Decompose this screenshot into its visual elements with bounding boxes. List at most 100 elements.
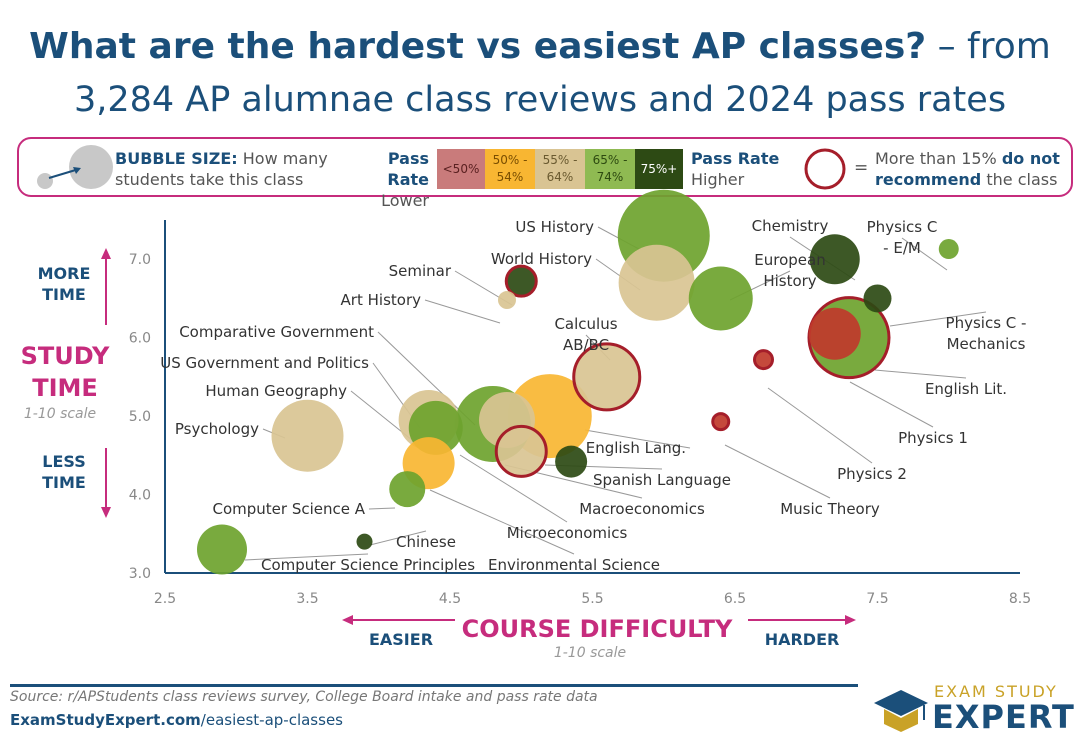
pass-rate-lower-text: Lower xyxy=(381,191,429,210)
bubble-chemistry xyxy=(809,234,860,285)
leader-line-6 xyxy=(874,369,967,379)
bubble-label-chemistry: Chemistry xyxy=(752,217,829,235)
bubble-label-physics-1: Physics 1 xyxy=(898,429,968,447)
brand-logo: EXAM STUDY EXPERT xyxy=(872,682,1075,742)
x-tick-label-5: 7.5 xyxy=(866,591,888,607)
bubble-label-physics-c-mechanics-2: Mechanics xyxy=(947,335,1026,353)
less-time-label-2: TIME xyxy=(42,473,86,492)
pass-rate-higher: Pass Rate Higher xyxy=(691,148,779,190)
y-tick-label-2: 5.0 xyxy=(129,409,151,425)
bubble-size-text-2: students take this class xyxy=(115,170,304,189)
x-tick-label-0: 2.5 xyxy=(154,591,176,607)
bubble-label-us-history: US History xyxy=(515,218,594,236)
leader-line-19 xyxy=(459,454,568,523)
easier-arrow-head xyxy=(342,615,353,625)
bubble-physics-c-mechanics xyxy=(863,284,892,313)
y-down-arrow-head xyxy=(101,507,111,518)
site-link[interactable]: ExamStudyExpert.com/easiest-ap-classes xyxy=(10,711,343,729)
footer-divider xyxy=(10,684,858,687)
x-axis-title: COURSE DIFFICULTY xyxy=(462,615,733,643)
x-tick-label-6: 8.5 xyxy=(1009,591,1031,607)
bubble-world-history xyxy=(618,244,695,321)
bubble-label-european-history-1: European xyxy=(754,251,825,269)
leader-line-9 xyxy=(724,444,831,499)
leader-line-21 xyxy=(368,507,396,510)
bubble-spanish-language xyxy=(555,445,588,478)
leader-line-23 xyxy=(369,530,427,546)
site-domain: ExamStudyExpert.com xyxy=(10,711,201,729)
leader-line-22 xyxy=(429,489,575,555)
logo-main-text: EXPERT xyxy=(932,698,1075,736)
bubble-label-european-history-2: History xyxy=(763,272,816,290)
bubble-label-physics-2: Physics 2 xyxy=(837,465,907,483)
bubble-seminar xyxy=(504,264,538,298)
legend-box: BUBBLE SIZE: How many students take this… xyxy=(17,137,1073,210)
x-tick-label-4: 6.5 xyxy=(724,591,746,607)
leader-line-5 xyxy=(889,311,987,327)
bubble-art-history xyxy=(498,291,516,310)
logo-top-text: EXAM STUDY xyxy=(934,682,1058,701)
y-tick-label-0: 3.0 xyxy=(129,566,151,582)
bubble-macroeconomics xyxy=(494,424,548,478)
easier-label: EASIER xyxy=(369,630,433,649)
leader-line-7 xyxy=(849,381,934,428)
bubble-calculus-ab-bc xyxy=(572,342,642,412)
not-recommend-ring-icon xyxy=(804,148,846,190)
bubble-european-history xyxy=(688,266,753,331)
site-path: /easiest-ap-classes xyxy=(200,711,343,729)
recommend-text-1b: do not xyxy=(1001,149,1060,168)
swatch-bin-4: 75%+ xyxy=(635,149,683,189)
bubble-psychology xyxy=(271,399,344,472)
bubble-size-text: BUBBLE SIZE: How many students take this… xyxy=(115,148,328,190)
y-axis-subtitle: 1-10 scale xyxy=(24,406,96,422)
bubble-label-macroeconomics: Macroeconomics xyxy=(579,500,705,518)
bubble-computer-science-principles xyxy=(197,524,247,575)
more-time-label-1: MORE xyxy=(38,264,91,283)
x-tick-label-2: 4.5 xyxy=(439,591,461,607)
y-tick-label-3: 6.0 xyxy=(129,331,151,347)
y-up-arrow-head xyxy=(101,248,111,259)
recommend-text-1a: More than 15% xyxy=(875,149,1002,168)
bubble-size-text-1: How many xyxy=(237,149,328,168)
bubble-label-human-geography: Human Geography xyxy=(205,382,347,400)
recommend-text-2b: the class xyxy=(981,170,1058,189)
bubble-label-comparative-government: Comparative Government xyxy=(179,323,374,341)
harder-label: HARDER xyxy=(765,630,840,649)
leader-line-8 xyxy=(767,387,873,464)
bubble-label-environmental-science: Environmental Science xyxy=(488,556,660,574)
bubble-label-physics-c-mechanics-1: Physics C - xyxy=(946,314,1027,332)
bubble-size-icon xyxy=(37,145,113,189)
title-rest: – from xyxy=(926,26,1051,67)
title-line-1: What are the hardest vs easiest AP class… xyxy=(0,26,1080,67)
bubble-physics-c-e-m xyxy=(938,239,959,260)
bubble-label-english-lang-: English Lang. xyxy=(586,439,686,457)
bubble-chinese xyxy=(356,533,373,550)
bubble-label-seminar: Seminar xyxy=(389,262,452,280)
bubble-label-microeconomics: Microeconomics xyxy=(507,524,628,542)
bubble-label-computer-science-a: Computer Science A xyxy=(212,500,365,518)
bubble-label-spanish-language: Spanish Language xyxy=(593,471,731,489)
bubble-physics-1 xyxy=(808,307,861,360)
y-axis-title-line-2: TIME xyxy=(32,374,98,402)
swatch-bin-0: <50% xyxy=(437,149,485,189)
less-time-label-1: LESS xyxy=(42,452,85,471)
bubble-label-chinese: Chinese xyxy=(396,533,456,551)
legend-equals: = xyxy=(854,158,869,178)
graduation-cap-icon xyxy=(874,690,928,732)
title-line-2: 3,284 AP alumnae class reviews and 2024 … xyxy=(73,80,1007,120)
x-tick-label-3: 5.5 xyxy=(581,591,603,607)
pass-rate-higher-text: Higher xyxy=(691,170,745,189)
bubble-label-calculus-ab-bc-2: AB/BC xyxy=(563,336,609,354)
pass-rate-lower: Pass Rate Lower xyxy=(349,148,429,211)
leader-line-4 xyxy=(901,237,948,271)
bubble-music-theory xyxy=(711,412,731,432)
swatch-bin-3: 65% - 74% xyxy=(585,149,635,189)
swatch-bin-1: 50% - 54% xyxy=(485,149,535,189)
not-recommend-text: More than 15% do not recommend the class xyxy=(875,148,1060,190)
y-tick-label-1: 4.0 xyxy=(129,488,151,504)
bubble-label-english-lit-: English Lit. xyxy=(925,380,1007,398)
bubble-label-world-history: World History xyxy=(491,250,592,268)
x-axis-subtitle: 1-10 scale xyxy=(554,645,626,661)
